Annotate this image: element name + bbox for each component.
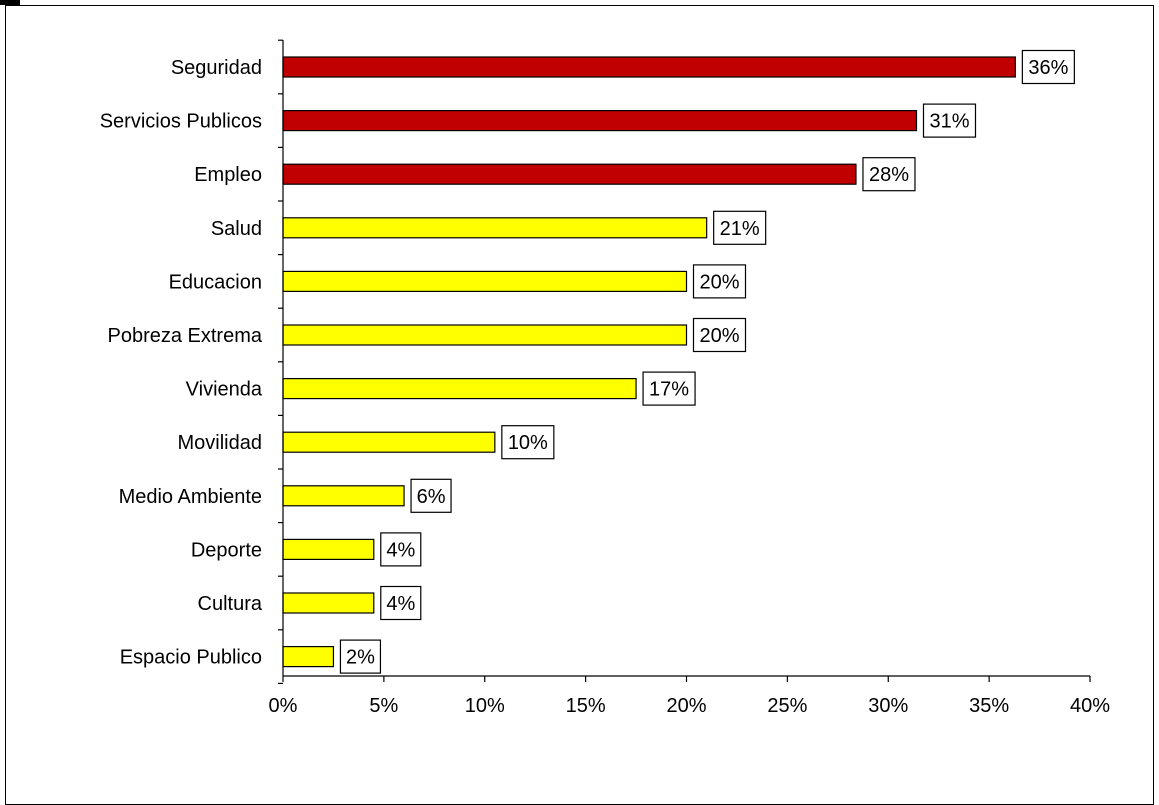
labels-layer: Seguridad 36% Servicios Publicos 31% Empleo 2… bbox=[100, 49, 1110, 717]
bar bbox=[282, 270, 688, 292]
x-tick-label: 30% bbox=[868, 695, 908, 717]
data-label: 31% bbox=[929, 111, 969, 133]
data-label-box bbox=[692, 317, 747, 353]
bar bbox=[282, 163, 857, 185]
bars-layer bbox=[282, 56, 1016, 668]
category-label: Seguridad bbox=[171, 57, 262, 79]
data-label: 10% bbox=[508, 432, 548, 454]
axes-layer bbox=[278, 39, 1091, 685]
data-label-box bbox=[380, 532, 422, 567]
bar bbox=[282, 431, 496, 453]
category-label: Medio Ambiente bbox=[119, 486, 262, 508]
x-tick-label: 0% bbox=[269, 695, 298, 717]
bar bbox=[282, 538, 375, 561]
bar bbox=[282, 324, 688, 346]
category-label: Deporte bbox=[191, 539, 262, 561]
data-label-box bbox=[380, 585, 422, 621]
category-label: Servicios Publicos bbox=[100, 111, 262, 133]
bar-chart: Seguridad 36% Servicios Publicos 31% Empleo 2… bbox=[100, 39, 1110, 717]
x-tick-label: 5% bbox=[369, 695, 398, 717]
x-tick-label: 15% bbox=[566, 695, 606, 717]
category-label: Pobreza Extrema bbox=[107, 325, 262, 347]
category-label: Espacio Publico bbox=[120, 647, 262, 669]
bar bbox=[282, 217, 708, 239]
category-label: Vivienda bbox=[186, 379, 263, 401]
category-label: Cultura bbox=[198, 593, 263, 615]
chart-frame bbox=[5, 5, 1154, 805]
data-label: 2% bbox=[346, 647, 375, 669]
data-label: 20% bbox=[699, 325, 739, 347]
bar bbox=[282, 485, 405, 507]
data-label: 6% bbox=[417, 486, 446, 508]
data-label: 36% bbox=[1028, 57, 1068, 79]
data-label-box bbox=[1021, 49, 1075, 85]
data-label: 28% bbox=[869, 164, 909, 186]
category-label: Educacion bbox=[169, 271, 262, 293]
data-label-box bbox=[862, 157, 916, 192]
data-label-box bbox=[501, 425, 555, 460]
data-label: 21% bbox=[720, 218, 760, 240]
data-label-box bbox=[922, 103, 977, 138]
corner-mark bbox=[0, 0, 20, 5]
bar bbox=[282, 56, 1016, 78]
bar bbox=[282, 378, 637, 400]
x-tick-label: 25% bbox=[767, 695, 807, 717]
category-label: Salud bbox=[211, 218, 262, 240]
bar bbox=[282, 645, 335, 668]
bar bbox=[282, 592, 375, 614]
data-label-box bbox=[410, 478, 452, 513]
x-tick-label: 35% bbox=[969, 695, 1009, 717]
bar bbox=[282, 109, 918, 132]
category-label: Empleo bbox=[194, 164, 262, 186]
category-label: Movilidad bbox=[178, 432, 262, 454]
data-label: 20% bbox=[699, 271, 739, 293]
data-label: 17% bbox=[649, 379, 689, 401]
x-tick-label: 20% bbox=[666, 695, 706, 717]
data-label-box bbox=[713, 210, 767, 245]
data-label-box bbox=[642, 371, 696, 406]
data-label: 4% bbox=[386, 539, 415, 561]
x-tick-label: 10% bbox=[465, 695, 505, 717]
data-label-box bbox=[339, 639, 382, 674]
x-tick-label: 40% bbox=[1070, 695, 1110, 717]
data-label-box bbox=[692, 264, 747, 299]
data-label: 4% bbox=[386, 593, 415, 615]
